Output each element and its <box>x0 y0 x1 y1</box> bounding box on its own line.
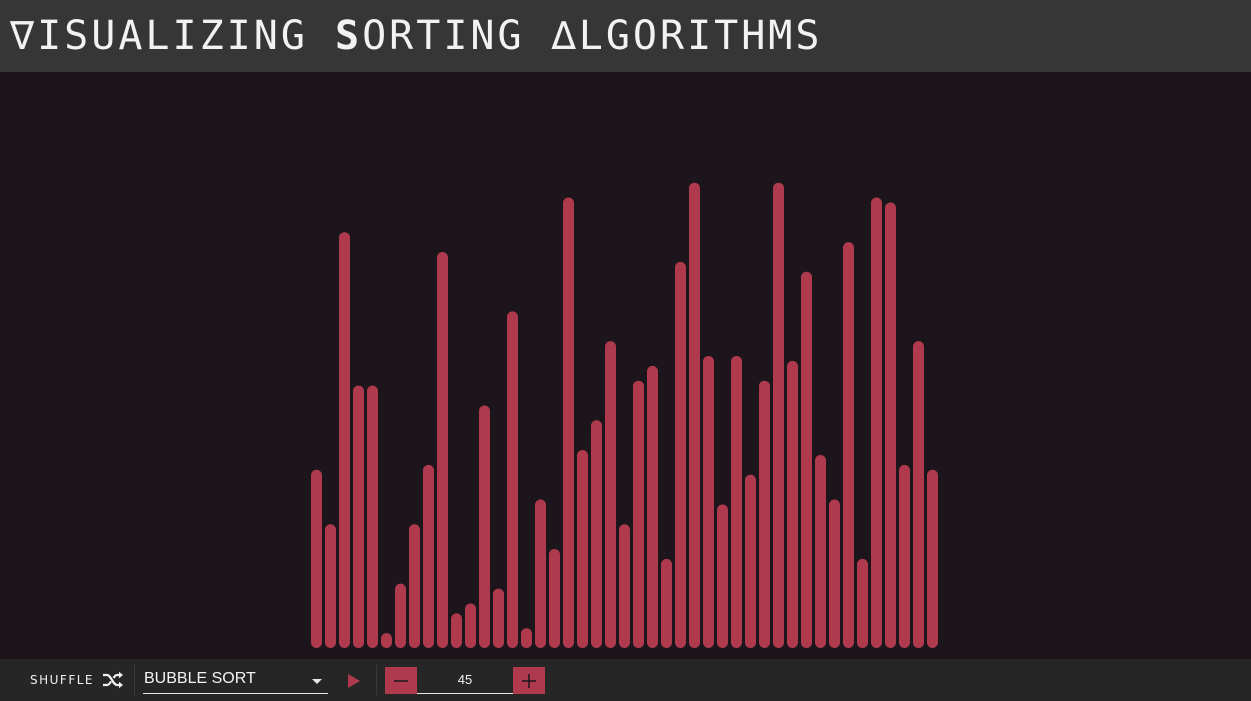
shuffle-label: SHUFFLE <box>30 673 94 687</box>
array-bar <box>773 182 784 648</box>
array-bar <box>325 524 336 648</box>
title-part: S <box>334 13 363 59</box>
play-icon <box>348 674 360 688</box>
array-bar <box>479 405 490 648</box>
divider <box>376 665 377 695</box>
array-bar <box>395 583 406 648</box>
array-bar <box>577 450 588 648</box>
array-bar <box>535 499 546 648</box>
array-bar <box>717 504 728 648</box>
array-bar <box>549 549 560 648</box>
array-size-stepper[interactable]: 45 <box>385 667 545 694</box>
array-bar <box>899 464 910 648</box>
array-bar <box>381 633 392 648</box>
array-bar <box>465 603 476 648</box>
title-part: ORTING ∆LGORITHMS <box>362 13 823 59</box>
array-bar <box>675 261 686 648</box>
array-bar <box>409 524 420 648</box>
array-bar <box>871 197 882 649</box>
array-bar <box>913 341 924 648</box>
header-bar: ∇ISUALIZING SORTING ∆LGORITHMS <box>0 0 1251 72</box>
array-bar <box>661 558 672 648</box>
array-bar <box>493 588 504 648</box>
array-bar <box>353 385 364 648</box>
array-size-value: 45 <box>457 672 473 687</box>
array-bar <box>801 271 812 648</box>
array-bar <box>745 474 756 648</box>
array-bar <box>605 341 616 648</box>
array-bar <box>591 420 602 648</box>
visualizer-stage <box>0 72 1251 659</box>
algorithm-select[interactable]: BUBBLE SORT <box>143 667 328 694</box>
array-bar <box>563 197 574 649</box>
play-button[interactable] <box>346 672 362 690</box>
array-bar <box>787 360 798 648</box>
array-bar <box>815 454 826 648</box>
array-bar <box>507 311 518 648</box>
array-bar <box>521 628 532 648</box>
array-bar <box>619 524 630 648</box>
plus-icon <box>522 673 536 688</box>
array-bar <box>423 464 434 648</box>
array-bar <box>367 385 378 648</box>
page-title: ∇ISUALIZING SORTING ∆LGORITHMS <box>10 12 822 60</box>
shuffle-button[interactable]: SHUFFLE <box>24 667 124 693</box>
array-bar <box>731 355 742 648</box>
array-bar <box>829 499 840 648</box>
algorithm-select-value: BUBBLE SORT <box>144 670 256 687</box>
bar-chart <box>311 182 938 649</box>
increase-button[interactable] <box>513 667 545 694</box>
array-bar <box>843 242 854 648</box>
divider <box>134 665 135 695</box>
array-bar <box>703 355 714 648</box>
decrease-button[interactable] <box>385 667 417 694</box>
array-bar <box>437 252 448 648</box>
array-bar <box>647 365 658 648</box>
shuffle-icon <box>102 671 124 689</box>
array-bar <box>857 558 868 648</box>
title-part: ∇ISUALIZING <box>10 13 335 59</box>
control-bar: SHUFFLE BUBBLE SORT 45 <box>0 659 1251 701</box>
array-bar <box>451 613 462 648</box>
chevron-down-icon <box>312 679 322 684</box>
minus-icon <box>394 679 408 682</box>
array-bar <box>885 202 896 648</box>
array-bar <box>633 380 644 648</box>
array-bar <box>339 232 350 648</box>
array-bar <box>927 469 938 648</box>
array-bar <box>689 182 700 648</box>
array-bar <box>311 469 322 648</box>
array-bar <box>759 380 770 648</box>
